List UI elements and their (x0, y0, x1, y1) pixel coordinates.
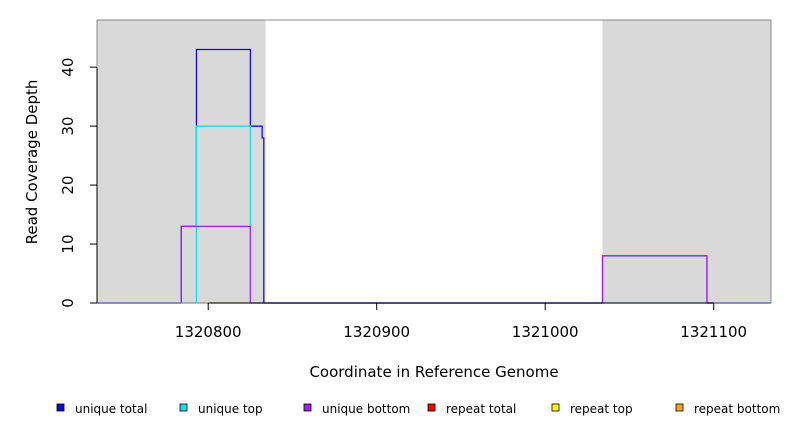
y-tick-label: 0 (59, 298, 77, 308)
legend-label: repeat top (570, 402, 633, 416)
legend-swatch (303, 403, 312, 412)
x-tick-label: 1320900 (343, 323, 410, 341)
y-axis-title: Read Coverage Depth (23, 80, 41, 245)
legend-label: repeat total (446, 402, 516, 416)
legend: unique total unique top unique bottom repea… (56, 402, 780, 416)
y-tick-label: 30 (59, 117, 77, 136)
legend-swatch (427, 403, 436, 412)
x-tick-label: 1320800 (175, 323, 242, 341)
legend-item: repeat bottom (675, 402, 780, 416)
legend-label: repeat bottom (694, 402, 780, 416)
legend-swatch (179, 403, 188, 412)
legend-swatch (551, 403, 560, 412)
legend-label: unique total (75, 402, 147, 416)
legend-item: unique total (56, 402, 147, 416)
shaded-region-2 (602, 20, 771, 303)
legend-swatch (675, 403, 684, 412)
y-tick-label: 40 (59, 58, 77, 77)
x-axis: 1320800 1320900 1321000 1321100 (175, 302, 747, 341)
x-tick-label: 1321100 (680, 323, 747, 341)
legend-swatch (56, 403, 65, 412)
legend-item: repeat top (551, 402, 633, 416)
legend-item: repeat total (427, 402, 516, 416)
y-tick-label: 10 (59, 234, 77, 253)
y-tick-label: 20 (59, 176, 77, 195)
legend-label: unique bottom (322, 402, 410, 416)
shaded-regions (97, 20, 771, 303)
legend-item: unique bottom (303, 402, 410, 416)
x-tick-label: 1321000 (512, 323, 579, 341)
x-axis-title: Coordinate in Reference Genome (309, 363, 558, 381)
y-axis: 0 10 20 30 40 (59, 58, 98, 308)
legend-label: unique top (198, 402, 263, 416)
legend-item: unique top (179, 402, 263, 416)
